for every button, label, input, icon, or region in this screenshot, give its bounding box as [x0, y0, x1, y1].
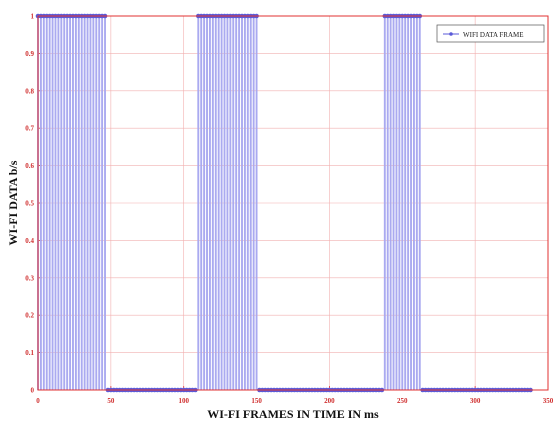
- y-tick-label: 0.6: [25, 162, 34, 170]
- y-tick-label: 0.3: [25, 274, 34, 282]
- x-tick-label: 350: [543, 397, 554, 405]
- y-tick-label: 0.2: [25, 312, 34, 320]
- x-tick-label: 100: [178, 397, 189, 405]
- legend: WIFI DATA FRAME: [436, 24, 545, 43]
- data-stems: [37, 16, 421, 390]
- y-tick-label: 0.9: [25, 50, 34, 58]
- x-axis-label: WI-FI FRAMES IN TIME IN ms: [207, 407, 379, 421]
- y-tick-label: 1: [31, 13, 35, 21]
- y-tick-label: 0.7: [25, 125, 34, 133]
- y-tick-label: 0.4: [25, 237, 34, 245]
- x-tick-labels: 0 50 100 150 200 250 300 350: [36, 397, 554, 405]
- y-tick-label: 0.8: [25, 87, 34, 95]
- x-tick-label: 250: [397, 397, 408, 405]
- y-axis-label: WI-FI DATA b/s: [6, 160, 20, 245]
- legend-marker-wifi-data-frame: [449, 32, 453, 36]
- x-tick-label: 50: [107, 397, 115, 405]
- y-tick-label: 0.1: [25, 349, 34, 357]
- x-tick-label: 0: [36, 397, 40, 405]
- x-tick-label: 150: [251, 397, 262, 405]
- legend-box: [436, 24, 545, 43]
- y-tick-label: 0: [31, 387, 35, 395]
- y-tick-label: 0.5: [25, 200, 34, 208]
- plot-frame: [37, 15, 549, 391]
- x-tick-label: 200: [324, 397, 335, 405]
- legend-label-wifi-data-frame: WIFI DATA FRAME: [463, 31, 524, 39]
- y-tick-labels: 0 0.1 0.2 0.3 0.4 0.5 0.6 0.7 0.8 0.9 1: [25, 13, 34, 395]
- x-tick-label: 300: [470, 397, 481, 405]
